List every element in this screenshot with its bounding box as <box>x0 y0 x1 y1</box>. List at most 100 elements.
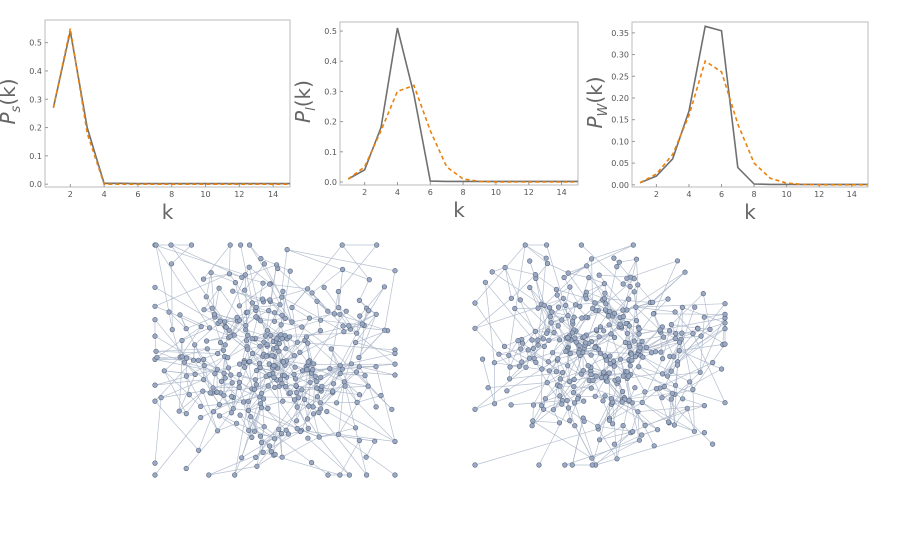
network-node <box>279 430 285 437</box>
network-node <box>200 276 207 282</box>
network-node <box>198 403 204 410</box>
network-node <box>260 449 266 456</box>
network-node <box>701 403 708 409</box>
y-axis-title-main: P <box>291 110 315 123</box>
network-edge <box>245 329 266 337</box>
network-node <box>252 377 258 383</box>
network-node <box>556 420 563 426</box>
network-edge <box>340 373 366 376</box>
network-node <box>277 302 283 308</box>
network-node <box>356 354 362 361</box>
network-edge <box>203 273 230 280</box>
network-edge <box>474 298 512 329</box>
network-node <box>337 311 343 317</box>
network-node <box>625 373 632 379</box>
series-line-fit <box>639 59 868 186</box>
network-node <box>588 352 594 358</box>
network-node <box>525 347 531 353</box>
network-edge <box>622 298 669 311</box>
network-node <box>518 346 524 352</box>
network-node <box>576 342 582 349</box>
network-node <box>553 369 559 375</box>
network-node <box>626 296 632 302</box>
network-node <box>496 351 502 357</box>
network-node <box>247 242 253 248</box>
network-node <box>226 271 232 277</box>
network-node <box>687 379 693 385</box>
network-node <box>392 472 398 478</box>
network-edge <box>508 244 526 356</box>
network-node <box>236 379 243 386</box>
network-node <box>557 393 563 399</box>
network-node <box>305 286 311 292</box>
network-edge <box>282 291 293 323</box>
network-edge <box>535 274 557 290</box>
network-edge <box>511 400 563 406</box>
series-line-fit <box>347 84 578 183</box>
network-node <box>353 369 360 375</box>
network-node <box>602 393 608 399</box>
network-node <box>337 371 343 377</box>
network-edge <box>559 386 568 401</box>
network-edge <box>474 428 599 466</box>
network-node <box>576 350 582 356</box>
y-tick-label: 0.4 <box>324 57 337 66</box>
network-node <box>280 398 286 404</box>
network-node <box>585 363 591 369</box>
network-edge <box>692 333 726 403</box>
network-node <box>378 392 384 399</box>
network-edge <box>358 329 385 358</box>
network-edge <box>338 244 377 292</box>
network-edge <box>269 288 308 301</box>
network-node <box>294 418 300 424</box>
network-node <box>550 407 557 413</box>
network-node <box>247 358 253 365</box>
network-node <box>690 331 696 337</box>
network-node <box>517 297 523 303</box>
network-edge <box>251 318 258 339</box>
network-node <box>543 255 549 261</box>
network-edge <box>154 417 201 476</box>
network-node <box>584 263 590 269</box>
network-edge <box>576 330 604 343</box>
network-node <box>630 242 636 248</box>
network-node <box>253 304 259 311</box>
x-axis-title: k <box>453 198 465 222</box>
network-edge <box>286 249 370 281</box>
network-edge <box>642 356 676 386</box>
network-node <box>472 300 478 306</box>
network-node <box>632 354 639 360</box>
network-edge <box>291 307 310 319</box>
network-node <box>279 454 285 460</box>
network-edge <box>359 366 396 376</box>
y-tick-label: 0.3 <box>324 87 337 96</box>
network-node <box>630 429 636 435</box>
network-edge <box>267 304 281 331</box>
network-edge <box>307 418 320 438</box>
network-node <box>192 342 198 348</box>
network-node <box>472 406 478 412</box>
network-node <box>152 472 158 478</box>
network-edge <box>320 307 339 321</box>
network-node <box>331 311 338 317</box>
network-node <box>336 305 342 311</box>
y-tick-label: 0.0 <box>324 178 337 187</box>
network-edge <box>551 306 580 313</box>
network-node <box>294 404 300 410</box>
network-node <box>673 331 679 337</box>
y-axis-title: PW(k) <box>583 76 611 128</box>
network-node <box>249 434 255 441</box>
network-node <box>299 387 305 393</box>
network-edge <box>704 314 726 318</box>
network-node <box>215 350 221 357</box>
network-node <box>305 435 311 441</box>
degree-distribution-chart-s: 2 4 6 8 10 12 14 0.0 0.1 0.2 0.3 0.4 0.5 k Ps(k) <box>0 19 291 224</box>
network-node <box>529 337 535 343</box>
network-edge <box>206 348 218 370</box>
network-node <box>177 312 183 318</box>
network-node <box>211 409 217 415</box>
network-edge <box>178 356 183 412</box>
network-node <box>567 284 573 290</box>
network-node <box>242 272 248 278</box>
network-node <box>565 405 572 411</box>
